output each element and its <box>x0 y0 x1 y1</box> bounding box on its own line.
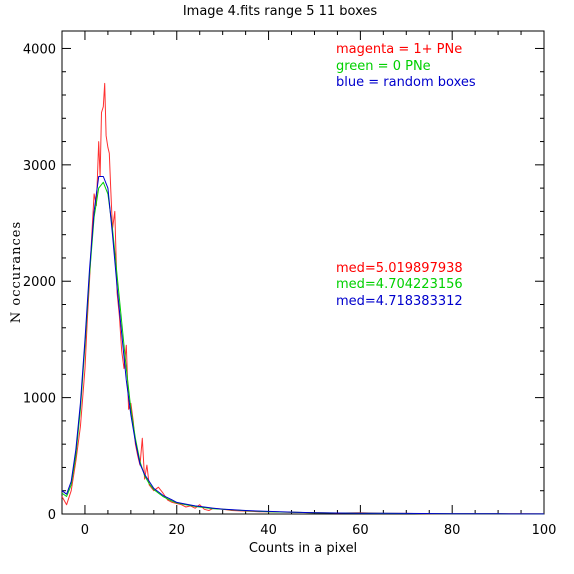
median-annotations: med=5.019897938 med=4.704223156 med=4.71… <box>336 261 463 309</box>
x-axis-title: Counts in a pixel <box>249 541 357 556</box>
median-magenta: med=5.019897938 <box>336 261 463 276</box>
y-tick-label: 0 <box>48 508 56 523</box>
legend-entry-green: green = 0 PNe <box>336 59 431 74</box>
legend-entry-magenta: magenta = 1+ PNe <box>336 42 462 57</box>
legend-entry-blue: blue = random boxes <box>336 75 476 90</box>
x-tick-label: 40 <box>260 523 277 538</box>
y-tick-label: 1000 <box>23 392 56 407</box>
data-series <box>61 82 545 515</box>
x-tick-label: 60 <box>352 523 369 538</box>
series-line-blue <box>61 176 545 515</box>
x-tick-label: 80 <box>444 523 461 538</box>
series-line-green <box>61 181 545 515</box>
y-tick-label: 4000 <box>23 42 56 57</box>
plot-frame <box>61 30 545 515</box>
chart-title: Image 4.fits range 5 11 boxes <box>183 4 378 19</box>
median-blue: med=4.718383312 <box>336 294 463 309</box>
series-line-magenta <box>61 82 545 515</box>
x-tick-label: 20 <box>168 523 185 538</box>
median-green: med=4.704223156 <box>336 277 463 292</box>
y-axis-title: N occurances <box>9 221 24 323</box>
x-tick-label: 0 <box>81 523 89 538</box>
legend: magenta = 1+ PNe green = 0 PNe blue = ra… <box>336 42 476 90</box>
y-tick-label: 2000 <box>23 275 56 290</box>
x-tick-label: 100 <box>532 523 557 538</box>
y-tick-label: 3000 <box>23 159 56 174</box>
